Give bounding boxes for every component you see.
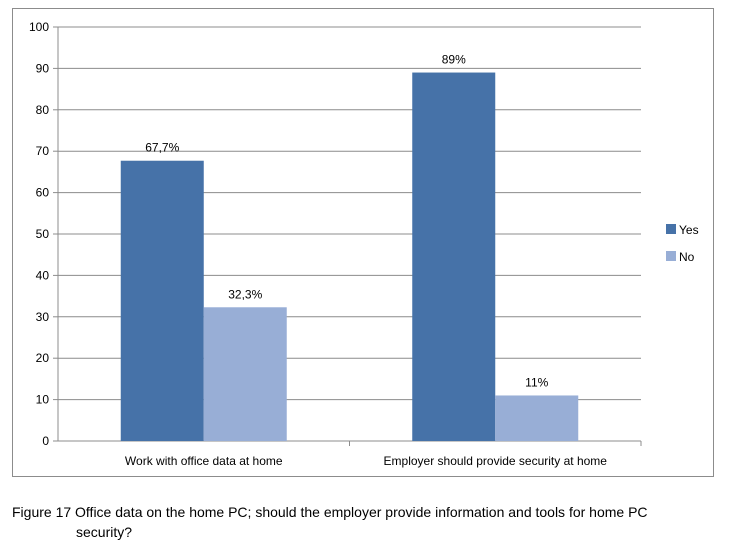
chart-frame: 0 10 20 30 40 50 60 70 80 90 100 67,7% 32,3% Work wit… [12,8,714,477]
bar-yes-2 [412,72,496,441]
data-label: 89% [442,53,466,67]
bar-no-2 [495,395,579,441]
y-tick-label: 100 [29,20,49,34]
bar-chart: 0 10 20 30 40 50 60 70 80 90 100 67,7% 32,3% Work wit… [29,20,699,468]
x-category-label: Employer should provide security at home [384,454,608,468]
data-label: 67,7% [145,141,179,155]
legend-label-no: No [679,250,695,264]
y-tick-label: 40 [36,268,50,282]
y-tick-label: 80 [36,103,50,117]
legend-swatch-no [666,251,676,261]
legend-swatch-yes [666,224,676,234]
y-tick-label: 0 [42,434,49,448]
caption-line-1: Figure 17 Office data on the home PC; sh… [12,504,648,520]
y-tick-label: 20 [36,351,50,365]
y-tick-label: 60 [36,186,50,200]
bar-no-1 [203,307,287,441]
x-category-label: Work with office data at home [125,454,283,468]
legend-label-yes: Yes [679,223,699,237]
y-tick-label: 70 [36,144,50,158]
caption-line-2: security? [76,524,133,540]
y-tick-label: 30 [36,310,50,324]
data-label: 11% [525,375,548,389]
bar-yes-1 [120,160,204,442]
y-tick-label: 10 [36,393,50,407]
figure-caption: Figure 17 Office data on the home PC; sh… [12,502,724,542]
data-label: 32,3% [228,287,262,301]
y-tick-label: 50 [36,227,50,241]
y-tick-label: 90 [36,61,50,75]
